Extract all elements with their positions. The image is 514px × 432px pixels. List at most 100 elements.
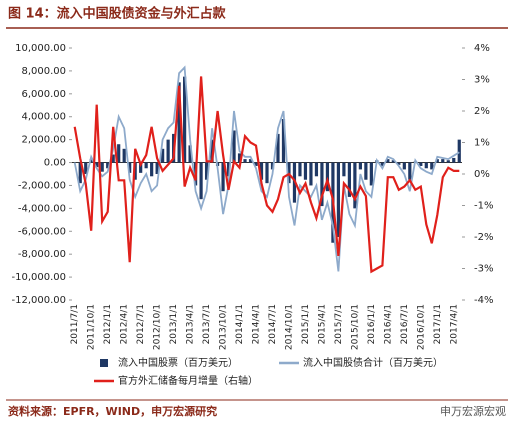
y2-tick-label: -4% <box>474 295 493 306</box>
x-tick-label: 2017/4/1 <box>449 304 459 344</box>
bar <box>347 162 351 197</box>
bar <box>128 162 132 173</box>
bar <box>397 162 401 165</box>
x-tick-label: 2012/7/1 <box>136 304 146 344</box>
bar <box>402 162 406 170</box>
bar <box>144 162 148 169</box>
bar <box>408 162 412 180</box>
bar <box>221 162 225 192</box>
bar <box>435 159 439 163</box>
chart-title: 图 14：流入中国股债资金与外汇占款 <box>8 6 227 22</box>
bar <box>386 159 390 163</box>
y-tick-label: -8,000.00 <box>18 249 66 260</box>
bar <box>139 162 143 173</box>
bar <box>419 162 423 166</box>
source: 资料来源：EPFR，WIND，申万宏源研究 <box>8 404 217 418</box>
x-tick-label: 2014/10/1 <box>284 304 294 350</box>
bar <box>161 148 165 163</box>
bar <box>243 159 247 163</box>
x-tick-label: 2014/1/1 <box>235 304 245 344</box>
bar <box>210 139 214 163</box>
bar <box>232 130 236 163</box>
x-tick-label: 2013/10/1 <box>219 304 229 350</box>
line <box>73 76 460 274</box>
bar <box>259 162 264 180</box>
bar <box>325 162 330 192</box>
y-tick-label: 4,000.00 <box>21 112 66 123</box>
x-tick-label: 2017/1/1 <box>433 304 443 344</box>
bar <box>204 162 209 180</box>
legend-swatch <box>100 359 108 367</box>
y-tick-label: -6,000.00 <box>18 226 66 237</box>
x-tick-label: 2015/7/1 <box>334 304 344 344</box>
x-tick-label: 2011/10/1 <box>87 304 97 350</box>
x-tick-label: 2013/7/1 <box>202 304 212 344</box>
bar <box>95 162 99 168</box>
x-tick-label: 2016/1/1 <box>367 304 377 344</box>
x-tick-label: 2015/4/1 <box>317 304 327 344</box>
y2-tick-label: 1% <box>474 138 490 149</box>
bar <box>122 148 126 163</box>
x-tick-label: 2013/1/1 <box>169 304 179 344</box>
y2-tick-label: 3% <box>474 75 490 86</box>
bar <box>424 162 428 169</box>
bar <box>364 162 368 180</box>
y-tick-label: -12,000.00 <box>11 295 66 306</box>
bar <box>446 160 450 163</box>
bar <box>336 162 341 237</box>
bar <box>320 162 324 207</box>
bar <box>183 76 187 163</box>
bar <box>309 162 313 186</box>
y-tick-label: -4,000.00 <box>18 203 66 214</box>
bar <box>353 162 357 209</box>
bar <box>106 162 110 169</box>
bar <box>358 162 362 170</box>
y-tick-label: 6,000.00 <box>21 89 66 100</box>
legend-label: 流入中国股票（百万美元） <box>118 356 238 369</box>
bar <box>177 82 181 163</box>
bar <box>84 162 88 174</box>
bar <box>276 133 280 163</box>
bar <box>369 162 373 186</box>
bar <box>199 162 203 200</box>
bar <box>188 145 192 163</box>
legend-label: 官方外汇储备每月增量（右轴） <box>118 374 258 387</box>
bar <box>150 162 154 177</box>
legend-label: 流入中国股债合计（百万美元） <box>303 356 443 369</box>
x-tick-label: 2016/4/1 <box>383 304 393 344</box>
y-tick-label: 8,000.00 <box>21 66 66 77</box>
y-tick-label: 0.00 <box>44 158 66 169</box>
bar <box>155 162 159 174</box>
bar <box>265 162 269 184</box>
x-tick-label: 2012/10/1 <box>153 304 163 350</box>
y-tick-label: -10,000.00 <box>11 272 66 283</box>
bar <box>111 154 115 163</box>
x-tick-label: 2012/4/1 <box>120 304 130 344</box>
x-tick-label: 2015/10/1 <box>350 304 360 350</box>
bar <box>237 153 242 163</box>
bar <box>248 159 253 163</box>
x-tick-label: 2011/7/1 <box>70 304 80 344</box>
bar <box>380 162 384 166</box>
bar <box>298 162 302 177</box>
bar <box>441 159 445 163</box>
bar <box>303 162 308 180</box>
y2-tick-label: 0% <box>474 169 490 180</box>
bar <box>226 162 231 177</box>
bar <box>452 157 456 163</box>
bar <box>89 159 93 163</box>
watermark: 申万宏源宏观 <box>440 404 506 418</box>
bar <box>314 162 319 177</box>
bar <box>254 162 258 166</box>
y2-tick-label: 4% <box>474 43 490 54</box>
bar <box>342 162 346 177</box>
x-tick-label: 2015/1/1 <box>301 304 311 344</box>
bar <box>281 119 286 163</box>
y2-tick-label: -1% <box>474 201 493 212</box>
y-tick-label: -2,000.00 <box>18 180 66 191</box>
bar <box>430 162 434 170</box>
y2-tick-label: -3% <box>474 264 493 275</box>
bar <box>391 160 395 163</box>
x-tick-label: 2014/4/1 <box>252 304 262 344</box>
